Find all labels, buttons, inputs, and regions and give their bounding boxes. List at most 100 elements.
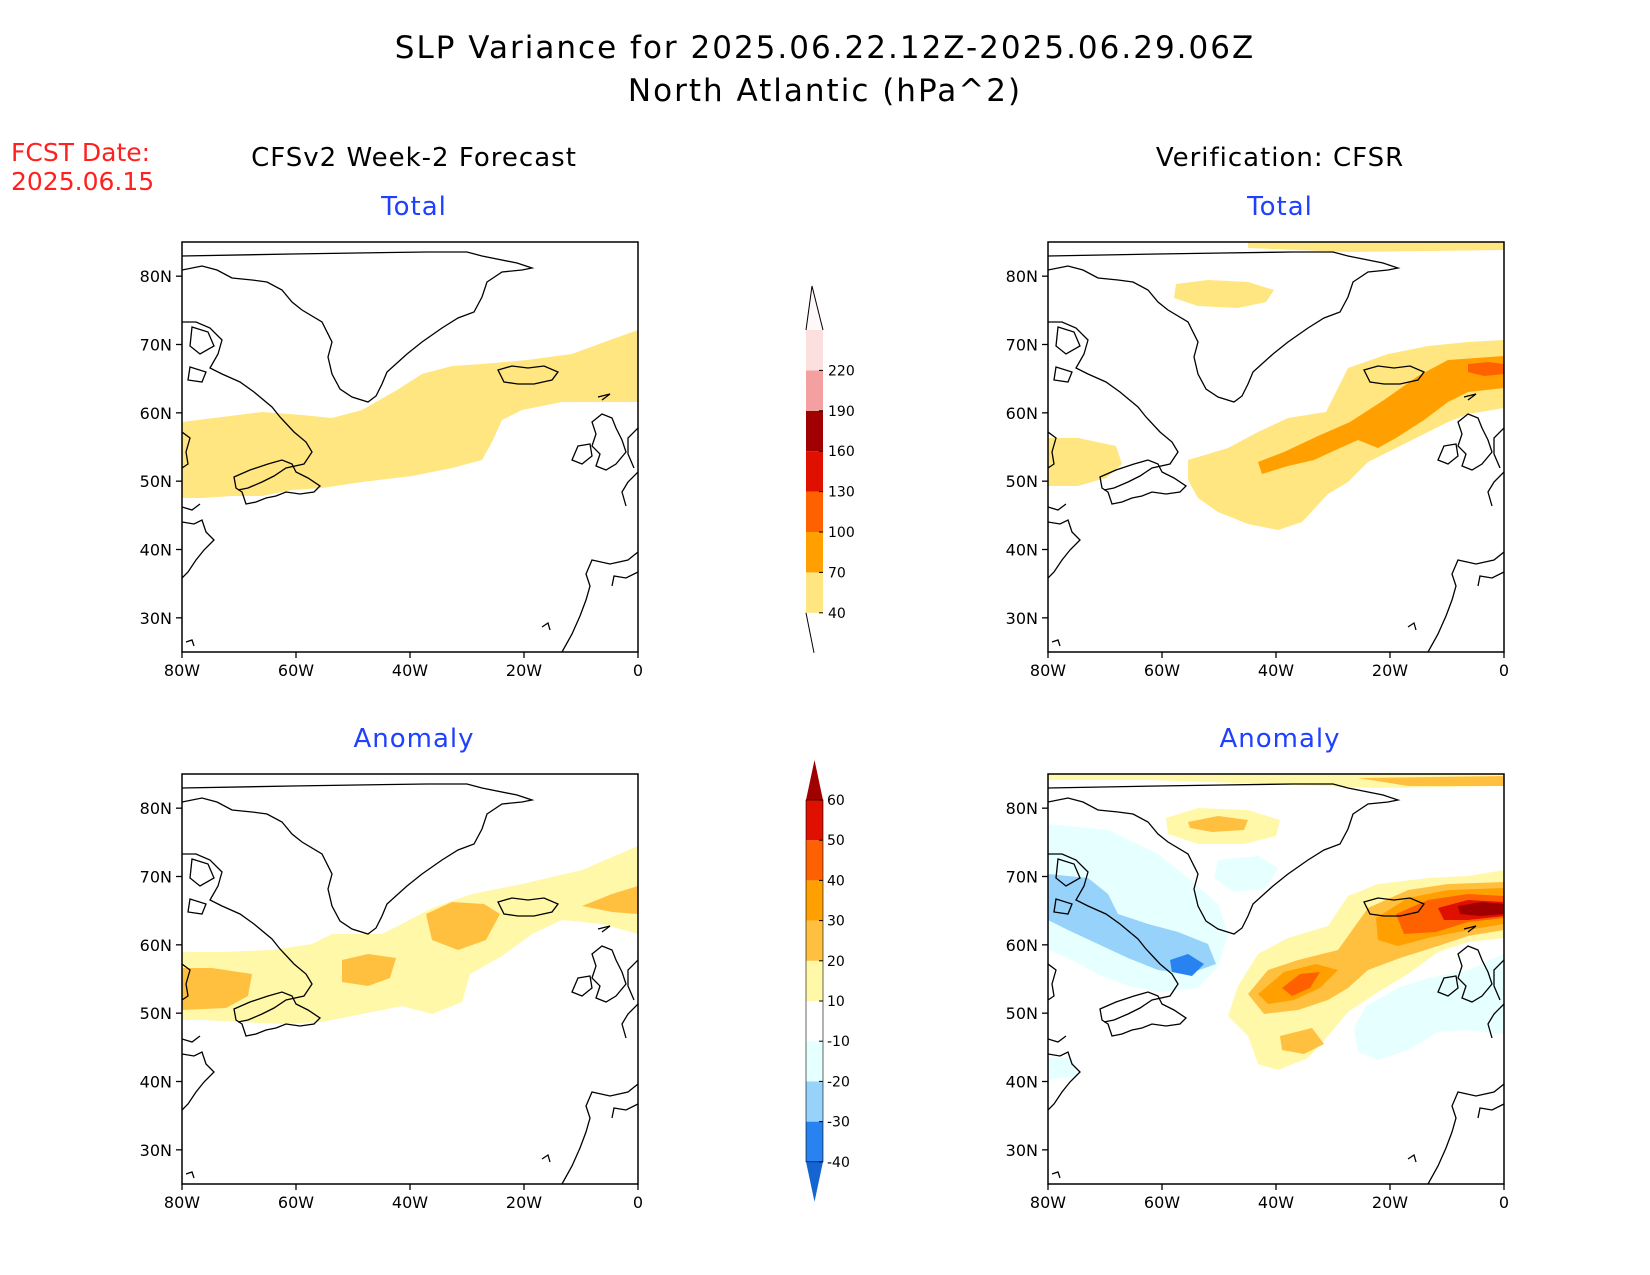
- colorbar-swatch: [806, 840, 823, 881]
- colorbar-label: -10: [827, 1034, 850, 1050]
- lat-tick-label: 50N: [1006, 472, 1038, 491]
- lat-tick-label: 60N: [140, 936, 172, 955]
- forecast-anomaly-map: [181, 773, 639, 1185]
- lat-tick-label: 30N: [140, 609, 172, 628]
- lon-tick-label: 80W: [164, 661, 200, 680]
- contour-20-30-west: [182, 968, 252, 1010]
- main-title: SLP Variance for 2025.06.22.12Z-2025.06.…: [394, 30, 1256, 66]
- lat-tick-label: 60N: [1006, 404, 1038, 423]
- lat-tick-label: 60N: [1006, 936, 1038, 955]
- colorbar-swatch: [806, 880, 823, 921]
- lat-tick-label: 60N: [140, 404, 172, 423]
- colorbar-label: 70: [828, 565, 846, 581]
- contour-40-70-greenland: [1174, 280, 1274, 308]
- lon-tick-label: 20W: [506, 1193, 542, 1212]
- colorbar-label: 10: [827, 994, 845, 1010]
- lon-tick-label: 60W: [278, 1193, 314, 1212]
- colorbar-label: 20: [827, 954, 845, 970]
- lon-tick-label: 0: [1499, 1193, 1509, 1212]
- contour-20-30-far-east: [582, 886, 638, 914]
- colorbar-label: 190: [828, 404, 855, 420]
- lat-tick-label: 40N: [1006, 541, 1038, 560]
- colorbar-label: 40: [828, 606, 846, 622]
- colorbar-swatch: [806, 1121, 823, 1162]
- anomaly-pos-20-30-greenland: [1188, 816, 1248, 832]
- lon-tick-label: 20W: [506, 661, 542, 680]
- forecast-total-title: Total: [381, 192, 447, 222]
- colorbar-swatch: [806, 451, 823, 492]
- anomaly-pos-40-50: [1282, 972, 1320, 996]
- lon-tick-label: 0: [633, 1193, 643, 1212]
- lon-tick-label: 60W: [1144, 1193, 1180, 1212]
- lat-tick-label: 30N: [1006, 1141, 1038, 1160]
- contour-40-70: [182, 330, 638, 498]
- anomaly-pos-20-30-south: [1280, 1028, 1324, 1054]
- colorbar-swatch: [806, 920, 823, 961]
- contour-20-30-east: [426, 902, 500, 950]
- colorbar-swatch: [806, 330, 823, 371]
- contour-70-100: [1258, 356, 1504, 474]
- verification-anomaly-title: Anomaly: [1219, 724, 1341, 754]
- colorbar-swatch: [806, 370, 823, 411]
- lat-tick-label: 80N: [1006, 267, 1038, 286]
- lat-tick-label: 80N: [140, 799, 172, 818]
- colorbar-label: 30: [827, 914, 845, 930]
- contour-100-130: [1468, 362, 1504, 376]
- anomaly-neg-30-40: [1170, 954, 1204, 976]
- lat-tick-label: 40N: [1006, 1073, 1038, 1092]
- colorbar-swatch: [806, 1081, 823, 1122]
- lon-tick-label: 0: [1499, 661, 1509, 680]
- main-subtitle: North Atlantic (hPa^2): [627, 73, 1023, 109]
- colorbar-swatch: [806, 800, 823, 841]
- right-column-title: Verification: CFSR: [1155, 143, 1405, 173]
- contour-40-70-labrador: [1048, 438, 1122, 486]
- lat-tick-label: 30N: [1006, 609, 1038, 628]
- verification-anomaly-axes: 30N 40N 50N 60N 70N 80N 80W 60W 40W 20W 0: [1006, 799, 1509, 1212]
- lon-tick-label: 40W: [1258, 1193, 1294, 1212]
- colorbar-label: 40: [827, 873, 845, 889]
- verification-total-title: Total: [1247, 192, 1313, 222]
- lon-tick-label: 0: [633, 661, 643, 680]
- total-colorbar: 40 70 100 130 160 190 220: [805, 285, 855, 653]
- lon-tick-label: 20W: [1372, 661, 1408, 680]
- lat-tick-label: 70N: [140, 868, 172, 887]
- anomaly-pos-over-60: [1458, 902, 1504, 916]
- lat-tick-label: 80N: [140, 267, 172, 286]
- anomaly-neg-10-20-east: [1354, 954, 1504, 1060]
- contour-40-70-top: [1248, 242, 1504, 252]
- colorbar-swatch: [806, 410, 823, 452]
- lon-tick-label: 80W: [1030, 1193, 1066, 1212]
- verification-total-map: [1047, 241, 1505, 653]
- lon-tick-label: 60W: [1144, 661, 1180, 680]
- forecast-anomaly-axes: 30N 40N 50N 60N 70N 80N 80W 60W 40W 20W 0: [140, 799, 643, 1212]
- colorbar-label: 50: [827, 833, 845, 849]
- contour-10-20: [182, 846, 638, 1024]
- lon-tick-label: 40W: [392, 661, 428, 680]
- forecast-anomaly-title: Anomaly: [353, 724, 475, 754]
- left-column-title: CFSv2 Week-2 Forecast: [251, 143, 577, 173]
- colorbar-label: 60: [827, 793, 845, 809]
- colorbar-label: 130: [828, 485, 855, 501]
- lat-tick-label: 50N: [140, 472, 172, 491]
- lat-tick-label: 50N: [1006, 1004, 1038, 1023]
- colorbar-swatch: [806, 532, 823, 573]
- colorbar-label: -40: [827, 1155, 850, 1171]
- fcst-date-value: 2025.06.15: [11, 167, 155, 196]
- colorbar-swatch: [806, 960, 823, 1001]
- lon-tick-label: 20W: [1372, 1193, 1408, 1212]
- colorbar-label: -30: [827, 1115, 850, 1131]
- anomaly-neg-20-30: [1048, 874, 1216, 974]
- colorbar-label: 100: [828, 525, 855, 541]
- lon-tick-label: 80W: [1030, 661, 1066, 680]
- lat-tick-label: 70N: [1006, 336, 1038, 355]
- fcst-date-label: FCST Date:: [11, 138, 151, 167]
- lon-tick-label: 40W: [392, 1193, 428, 1212]
- lat-tick-label: 30N: [140, 1141, 172, 1160]
- forecast-total-map: [181, 241, 639, 653]
- colorbar-label: 220: [828, 363, 855, 379]
- lon-tick-label: 60W: [278, 661, 314, 680]
- lat-tick-label: 80N: [1006, 799, 1038, 818]
- lat-tick-label: 70N: [140, 336, 172, 355]
- verification-anomaly-map: [1047, 773, 1505, 1185]
